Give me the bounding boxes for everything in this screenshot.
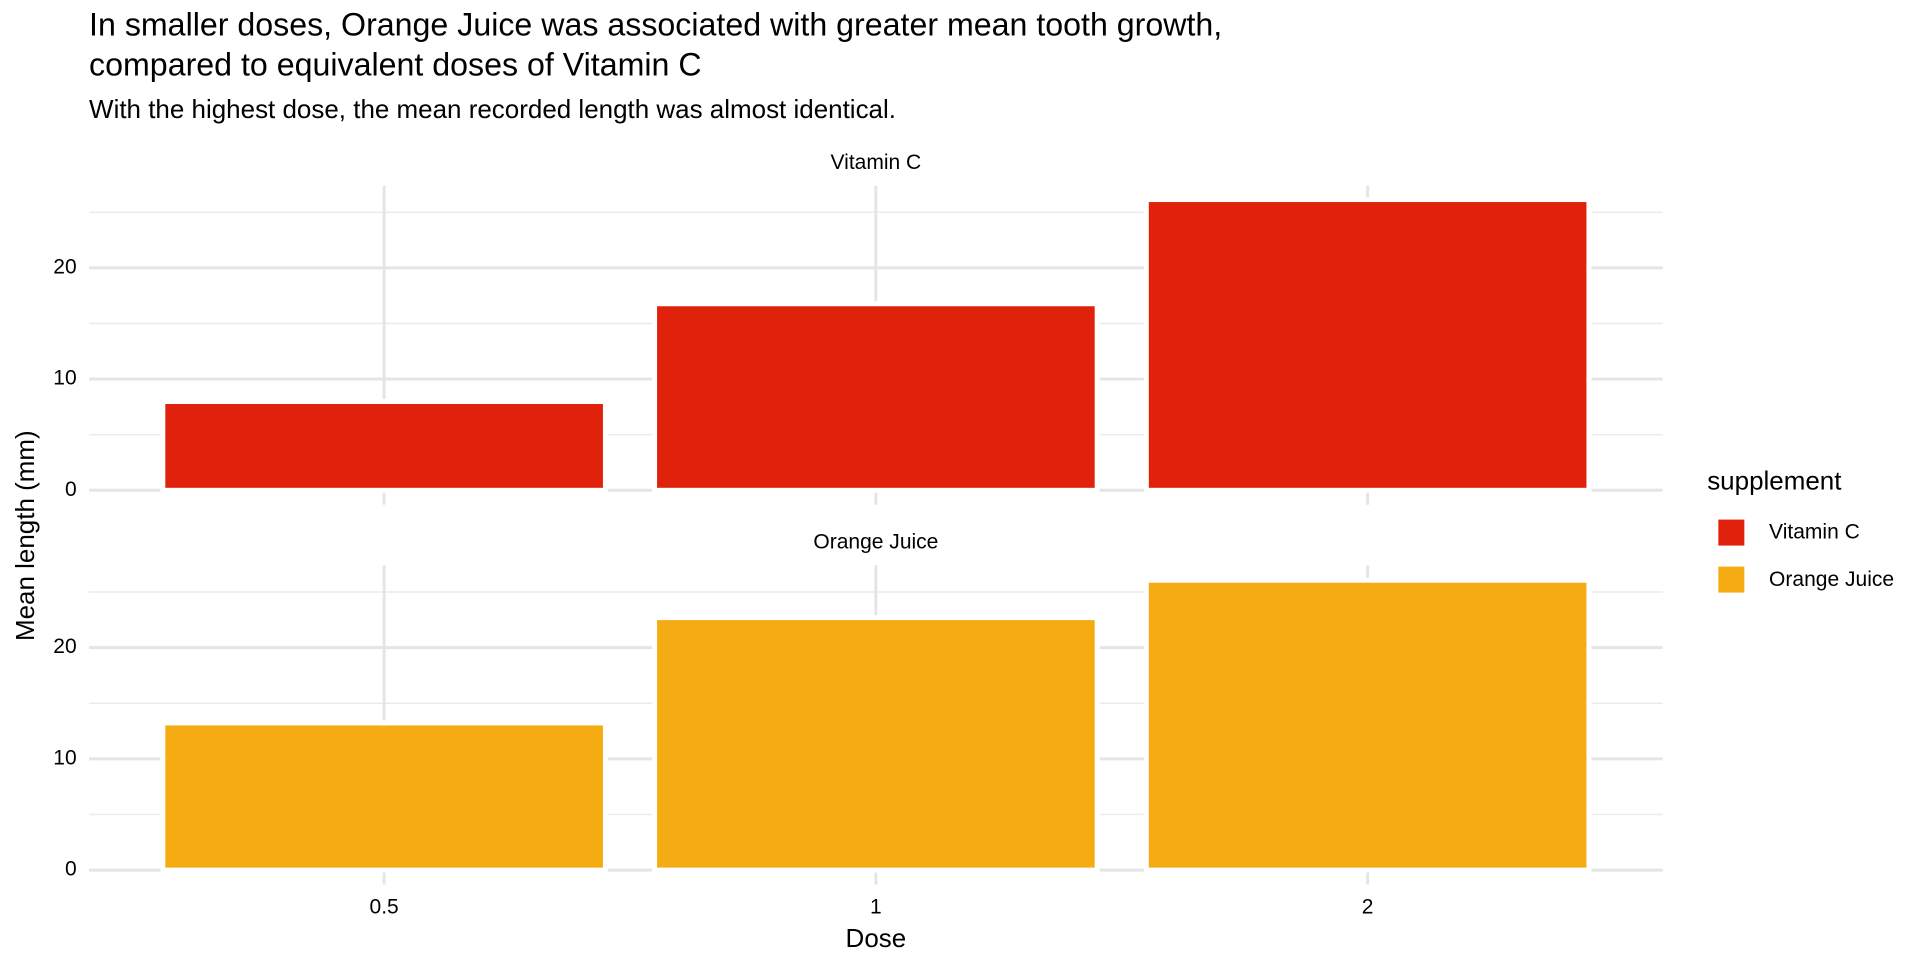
- chart-subtitle: With the highest dose, the mean recorded…: [89, 94, 896, 124]
- y-tick-label: 0: [65, 478, 77, 501]
- legend-label: Vitamin C: [1769, 521, 1860, 544]
- facet-label: Vitamin C: [831, 151, 922, 174]
- x-axis-label: Dose: [846, 923, 907, 953]
- x-tick-label: 1: [870, 896, 882, 919]
- bar: [1143, 197, 1592, 493]
- x-tick-label: 2: [1362, 896, 1374, 919]
- bar: [652, 301, 1100, 493]
- y-tick-label: 0: [65, 858, 77, 881]
- y-tick-label: 20: [53, 255, 76, 278]
- bar: [1143, 577, 1592, 873]
- legend-title: supplement: [1707, 465, 1842, 495]
- bar: [160, 720, 608, 873]
- facet-label: Orange Juice: [813, 531, 938, 554]
- x-tick-label: 0.5: [370, 896, 399, 919]
- bar: [652, 615, 1100, 873]
- y-tick-label: 10: [53, 367, 76, 390]
- y-tick-label: 20: [53, 635, 76, 658]
- legend-swatch: [1718, 566, 1745, 593]
- chart-title: In smaller doses, Orange Juice was assoc…: [89, 7, 1222, 43]
- chart-title: compared to equivalent doses of Vitamin …: [89, 46, 702, 82]
- bar: [160, 399, 608, 493]
- y-tick-label: 10: [53, 746, 76, 769]
- legend-swatch: [1718, 519, 1745, 546]
- legend-label: Orange Juice: [1769, 568, 1894, 591]
- y-axis-label: Mean length (mm): [10, 430, 40, 641]
